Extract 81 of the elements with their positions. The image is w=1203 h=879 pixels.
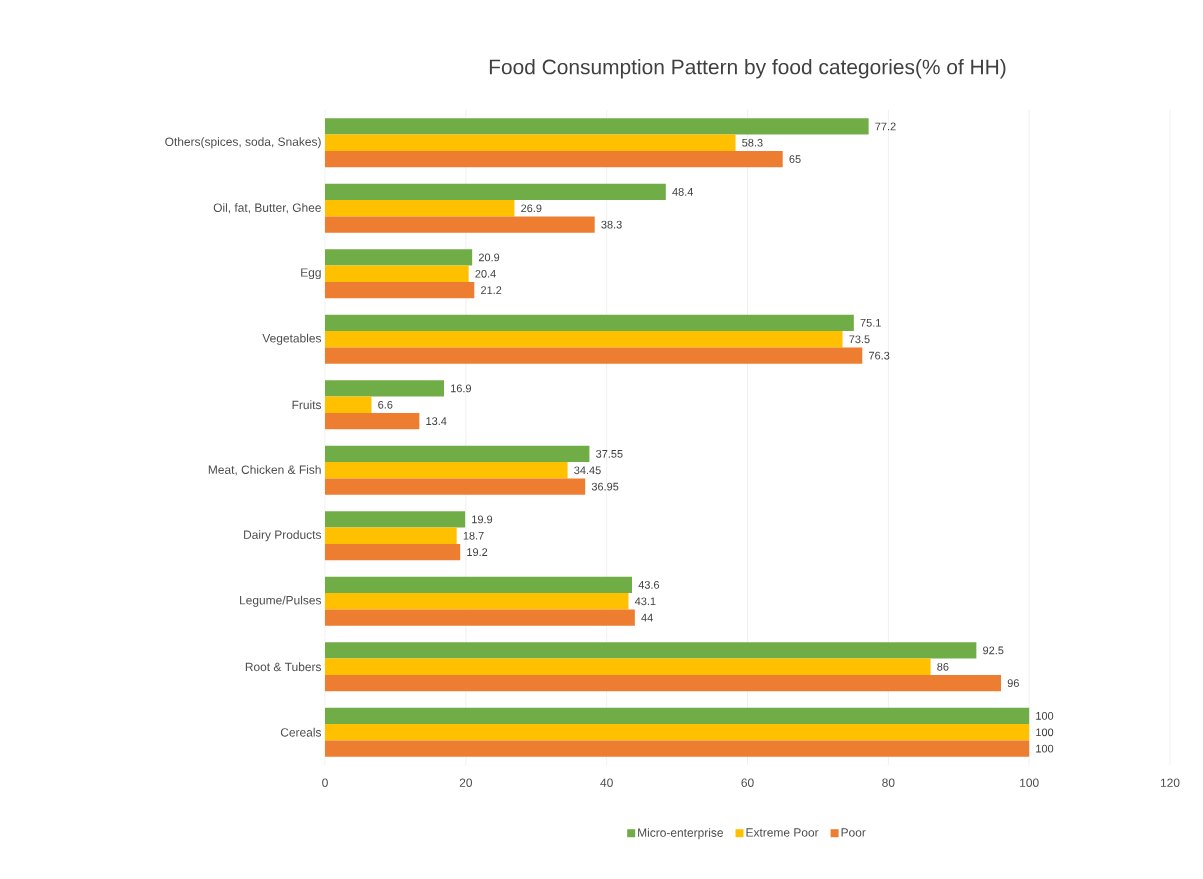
- data-label: 100: [1036, 712, 1054, 720]
- bar: [325, 609, 635, 626]
- data-label: 6.6: [378, 400, 393, 409]
- bar: [325, 249, 473, 266]
- data-label: 58.3: [742, 138, 763, 147]
- bar: [325, 478, 586, 495]
- data-label: 76.3: [869, 351, 890, 360]
- y-tick-label: Others(spices, soda, Snakes): [165, 137, 321, 149]
- bar: [325, 462, 568, 479]
- bar: [325, 331, 843, 348]
- bar: [325, 593, 629, 610]
- y-tick-label: Meat, Chicken & Fish: [208, 465, 321, 476]
- data-label: 18.7: [463, 531, 484, 540]
- y-tick-label: Fruits: [292, 400, 322, 410]
- data-label: 21.2: [481, 286, 502, 294]
- bar: [325, 200, 515, 217]
- data-label: 19.2: [467, 548, 488, 556]
- x-tick-label: 80: [882, 778, 895, 787]
- x-tick-label: 120: [1160, 778, 1180, 787]
- bar: [325, 527, 457, 544]
- bar: [325, 118, 869, 135]
- x-tick-label: 100: [1020, 778, 1039, 787]
- bar: [325, 707, 1030, 725]
- bar: [325, 543, 461, 561]
- y-tick-label: Root & Tubers: [245, 662, 322, 672]
- bar: [325, 134, 736, 151]
- data-label: 100: [1036, 744, 1054, 753]
- data-label: 77.2: [875, 122, 896, 131]
- bar: [325, 265, 469, 282]
- x-tick-label: 0: [322, 778, 328, 787]
- data-label: 16.9: [451, 384, 472, 393]
- y-tick-label: Cereals: [280, 727, 322, 737]
- bar: [325, 281, 475, 299]
- data-label: 26.9: [521, 204, 542, 213]
- bar: [325, 183, 666, 201]
- y-tick-label: Dairy Products: [244, 530, 322, 542]
- bar: [325, 642, 977, 659]
- data-label: 36.95: [591, 482, 619, 491]
- y-tick-label: Vegetables: [262, 333, 322, 345]
- bar: [325, 216, 595, 233]
- legend-label: Poor: [841, 828, 866, 837]
- data-label: 37.55: [596, 450, 623, 458]
- data-label: 96: [1007, 679, 1019, 688]
- data-label: 73.5: [849, 335, 870, 344]
- bar: [325, 347, 863, 364]
- bar: [325, 445, 590, 463]
- x-tick-label: 60: [741, 778, 754, 787]
- bar: [325, 740, 1030, 757]
- bar: [325, 658, 931, 675]
- data-label: 43.6: [638, 581, 660, 589]
- data-label: 38.3: [601, 220, 622, 229]
- data-label: 65: [789, 155, 801, 163]
- bar: [325, 511, 466, 528]
- bar: [325, 674, 1002, 692]
- data-label: 86: [937, 662, 949, 671]
- x-tick-label: 20: [459, 778, 473, 787]
- data-label: 44: [641, 613, 653, 622]
- data-label: 48.4: [672, 188, 694, 196]
- bar: [325, 412, 420, 430]
- y-tick-label: Egg: [301, 268, 321, 280]
- data-label: 43.1: [634, 597, 656, 606]
- data-label: 92.5: [983, 646, 1004, 655]
- x-tick-label: 40: [600, 778, 613, 787]
- bar: [325, 396, 372, 413]
- data-label: 20.9: [478, 253, 500, 262]
- bar: [325, 724, 1030, 741]
- legend-label: Micro-enterprise: [638, 828, 723, 840]
- chart-title: Food Consumption Pattern by food categories(% of HH): [489, 59, 1006, 79]
- data-label: 75.1: [860, 319, 881, 327]
- bar: [325, 576, 633, 594]
- bar: [325, 150, 783, 168]
- bar: [325, 314, 854, 332]
- y-tick-label: Legume/Pulses: [240, 595, 322, 607]
- data-label: 13.4: [426, 417, 447, 425]
- data-label: 20.4: [475, 269, 496, 278]
- y-tick-label: Oil, fat, Butter, Ghee: [213, 203, 321, 214]
- legend-label: Extreme Poor: [746, 828, 819, 837]
- data-label: 34.45: [574, 466, 601, 475]
- data-label: 19.9: [472, 515, 493, 524]
- bar: [325, 380, 445, 397]
- data-label: 100: [1036, 728, 1054, 737]
